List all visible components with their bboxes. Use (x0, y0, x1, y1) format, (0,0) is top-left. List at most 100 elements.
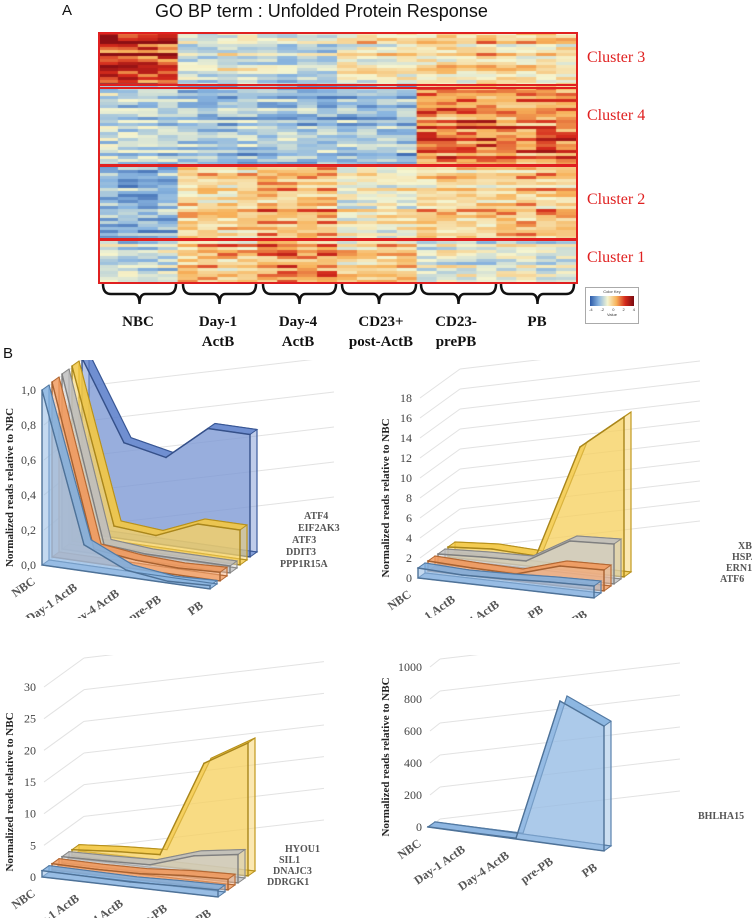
data-point (603, 725, 605, 727)
gridline (459, 380, 701, 410)
data-point (139, 872, 141, 875)
data-point (427, 826, 429, 828)
series-atf6 (416, 562, 603, 599)
group-bracket (101, 283, 178, 305)
data-point (471, 831, 473, 834)
gridline-side (419, 508, 461, 539)
y-tick-label: 16 (400, 411, 412, 425)
cluster-2-label: Cluster 2 (587, 191, 646, 208)
y-tick-label: 0,0 (21, 558, 36, 572)
gridline-side (419, 388, 461, 419)
color-key-ticks: -4 -2 0 2 4 (589, 307, 635, 312)
color-key-title: Color Key (603, 289, 621, 294)
gridline-side (429, 754, 441, 764)
gridline-side (419, 448, 461, 479)
data-point (71, 365, 73, 367)
chart-xbp1-group: Normalized reads relative to NBC 0 2 4 6 8 10 1… (380, 360, 752, 618)
data-point (61, 373, 63, 375)
series-label: PPP1R15A (280, 559, 329, 570)
gridline (83, 692, 325, 722)
data-point (603, 569, 605, 571)
heatmap-title: GO BP term : Unfolded Protein Response (155, 1, 488, 21)
group-bracket (261, 283, 338, 305)
data-point (71, 848, 73, 851)
data-point (187, 559, 189, 561)
y-tick-label: 0 (416, 820, 422, 834)
data-point (173, 884, 175, 887)
data-point (623, 416, 625, 418)
data-point (113, 525, 115, 527)
gridline-side (419, 428, 461, 459)
color-key-tick: 0 (612, 307, 615, 312)
x-category-label: PB (569, 607, 590, 618)
color-key-gradient (590, 296, 634, 306)
y-axis-label: Normalized reads relative to NBC (4, 712, 16, 871)
x-category-label: pre-PB (126, 592, 164, 618)
y-axis-label: Normalized reads relative to NBC (380, 418, 392, 577)
data-point (41, 389, 43, 391)
y-tick-label: 4 (406, 531, 412, 545)
data-point (427, 560, 429, 562)
group-bracket (340, 283, 418, 305)
data-point (579, 446, 581, 448)
series-label: DDRGK1 (267, 877, 309, 888)
y-tick-label: 0,2 (21, 523, 36, 537)
gridline-side (419, 488, 461, 519)
gridline-side (419, 368, 461, 399)
y-tick-label: 6 (406, 511, 412, 525)
data-point (207, 427, 209, 430)
y-tick-label: 30 (24, 680, 36, 694)
group-label-cd23neg: CD23- prePB (435, 314, 477, 350)
data-point (593, 585, 595, 587)
series-bhlha15 (426, 695, 613, 852)
series-label: XBP1 (738, 541, 752, 552)
series-ddrgk1 (40, 864, 227, 898)
data-point (129, 881, 131, 883)
data-point (155, 534, 157, 537)
data-point (247, 742, 249, 744)
gridline (93, 360, 313, 386)
x-category-label: pre-PB (518, 854, 556, 886)
y-tick-label: 800 (404, 692, 422, 706)
series-label: ATF6 (720, 574, 744, 585)
series-label: HYOU1 (285, 844, 320, 855)
gridline (459, 360, 542, 370)
gridline-side (429, 722, 441, 732)
y-tick-label: 0,6 (21, 453, 36, 467)
data-point (165, 456, 167, 459)
cluster-4-label: Cluster 4 (587, 107, 646, 124)
data-point (135, 559, 137, 562)
cluster-3-box (98, 32, 578, 89)
data-point (125, 569, 127, 571)
data-point (491, 548, 493, 550)
group-bracket (181, 283, 258, 305)
cluster-1-box (98, 238, 578, 284)
group-bracket (419, 283, 498, 305)
cluster-3-label: Cluster 3 (587, 49, 646, 66)
gridline (83, 724, 325, 754)
gridline (459, 420, 701, 450)
data-point (115, 850, 117, 853)
gridline (93, 391, 335, 421)
data-point (217, 889, 219, 891)
gridline-side (43, 752, 85, 783)
x-category-label: pre-PB (508, 602, 546, 618)
group-brackets (101, 283, 576, 305)
data-point (209, 584, 211, 587)
gridlines (43, 655, 325, 878)
data-point (123, 441, 125, 444)
series-ppp1r15a (40, 384, 219, 590)
data-point (559, 565, 561, 567)
data-point (227, 878, 229, 881)
y-tick-label: 15 (24, 775, 36, 789)
data-point (183, 874, 185, 877)
data-point (549, 581, 551, 583)
x-category-label: pre-PB (132, 901, 170, 918)
x-category-label: PB (579, 860, 600, 880)
y-tick-label: 0,8 (21, 418, 36, 432)
y-tick-label: 1,0 (21, 383, 36, 397)
panel-a-letter: A (62, 2, 73, 19)
cluster-4-box (98, 84, 578, 167)
series-label: ATF4 (304, 511, 328, 522)
x-category-label: NBC (385, 587, 414, 613)
